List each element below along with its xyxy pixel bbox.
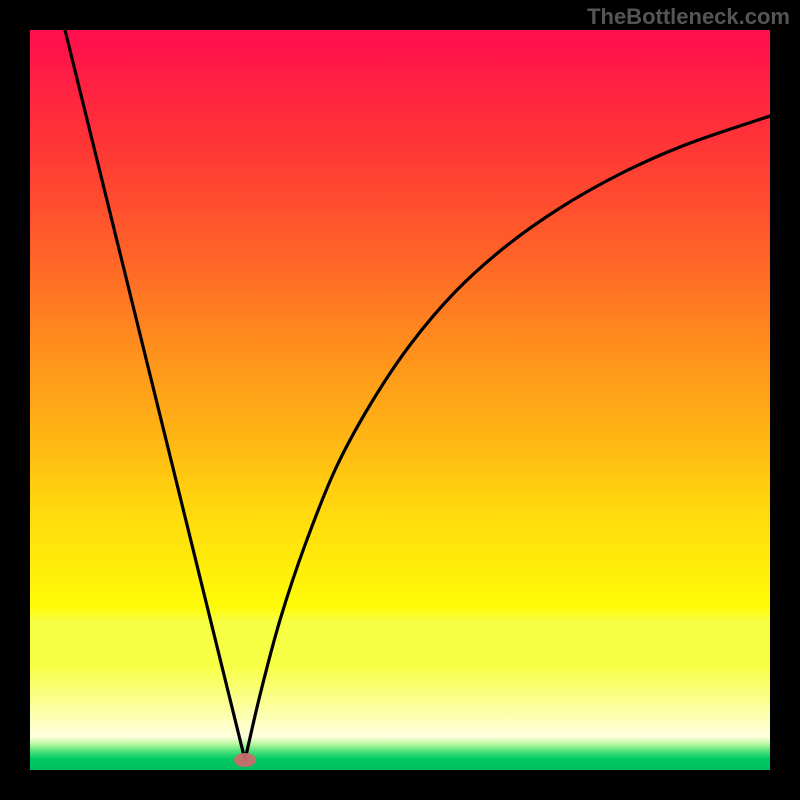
minimum-marker [234,753,256,767]
chart-container: TheBottleneck.com [0,0,800,800]
plot-svg [30,30,770,770]
gradient-background [30,30,770,770]
watermark-text: TheBottleneck.com [587,4,790,30]
plot-area [30,30,770,770]
